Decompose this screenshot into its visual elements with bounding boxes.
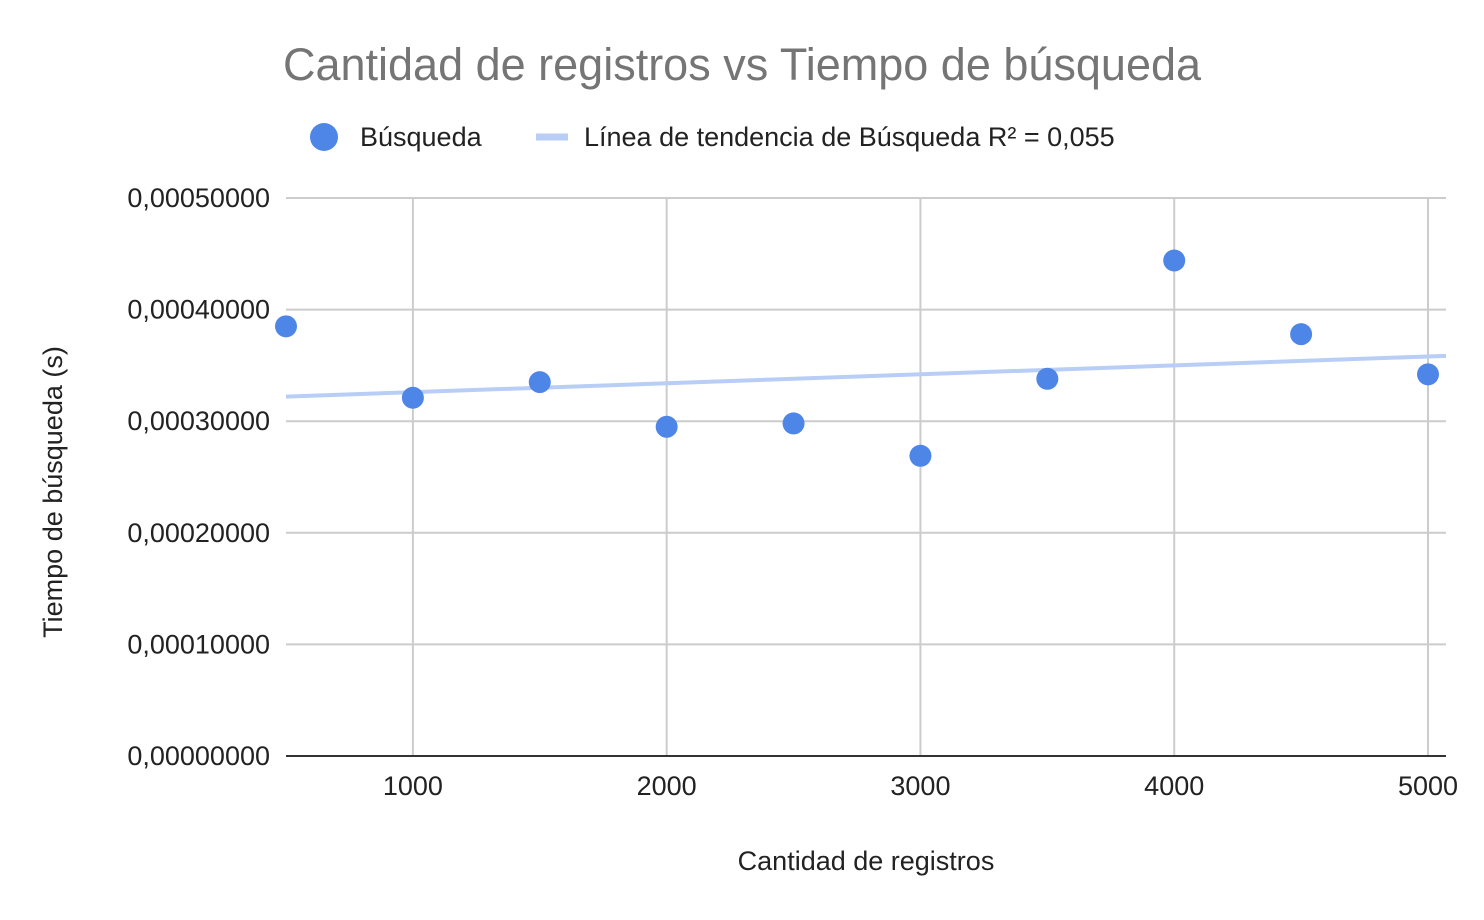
legend: Búsqueda Línea de tendencia de Búsqueda … bbox=[310, 122, 1115, 152]
data-point bbox=[275, 315, 297, 338]
data-point bbox=[1290, 323, 1313, 346]
x-tick-label: 4000 bbox=[1144, 771, 1204, 801]
x-tick-label: 5000 bbox=[1398, 771, 1458, 801]
y-tick-label: 0,00010000 bbox=[127, 629, 270, 659]
x-tick-label: 2000 bbox=[637, 771, 697, 801]
y-tick-label: 0,00040000 bbox=[127, 295, 270, 325]
x-axis-label: Cantidad de registros bbox=[738, 846, 995, 876]
data-point bbox=[401, 386, 424, 409]
x-tick-label: 3000 bbox=[890, 771, 950, 801]
data-point bbox=[1036, 367, 1059, 390]
trendline bbox=[285, 353, 1447, 399]
data-point bbox=[655, 415, 678, 438]
chart-title: Cantidad de registros vs Tiempo de búsqu… bbox=[283, 39, 1202, 90]
x-tick-label: 1000 bbox=[383, 771, 443, 801]
y-tick-label: 0,00020000 bbox=[127, 518, 270, 548]
data-point bbox=[1163, 249, 1186, 272]
y-tick-label: 0,00030000 bbox=[127, 406, 270, 436]
x-axis-ticks: 1000 2000 3000 4000 5000 bbox=[383, 771, 1458, 801]
data-point bbox=[1417, 363, 1439, 386]
legend-label-busqueda: Búsqueda bbox=[360, 122, 483, 152]
legend-marker-busqueda bbox=[310, 123, 338, 151]
y-axis-ticks: 0,00000000 0,00010000 0,00020000 0,00030000… bbox=[127, 183, 270, 771]
data-point bbox=[782, 412, 805, 435]
data-point bbox=[528, 371, 551, 394]
points-layer bbox=[275, 249, 1439, 467]
grid bbox=[286, 197, 1446, 757]
y-tick-label: 0,00000000 bbox=[127, 741, 270, 771]
y-axis-label: Tiempo de búsqueda (s) bbox=[38, 346, 68, 638]
y-tick-label: 0,00050000 bbox=[127, 183, 270, 213]
data-point bbox=[909, 444, 932, 467]
trendline-layer bbox=[285, 353, 1447, 399]
legend-label-trendline: Línea de tendencia de Búsqueda R² = 0,05… bbox=[584, 122, 1115, 152]
